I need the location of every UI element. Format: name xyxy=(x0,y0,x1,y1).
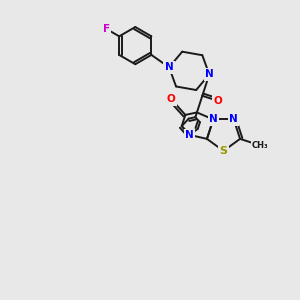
Text: S: S xyxy=(220,146,227,156)
Text: O: O xyxy=(167,94,176,104)
Text: N: N xyxy=(185,130,194,140)
Text: N: N xyxy=(209,114,218,124)
Text: CH₃: CH₃ xyxy=(252,141,268,150)
Text: O: O xyxy=(214,96,222,106)
Text: N: N xyxy=(165,62,173,72)
Text: N: N xyxy=(230,114,238,124)
Text: F: F xyxy=(103,24,110,34)
Text: N: N xyxy=(205,69,214,80)
